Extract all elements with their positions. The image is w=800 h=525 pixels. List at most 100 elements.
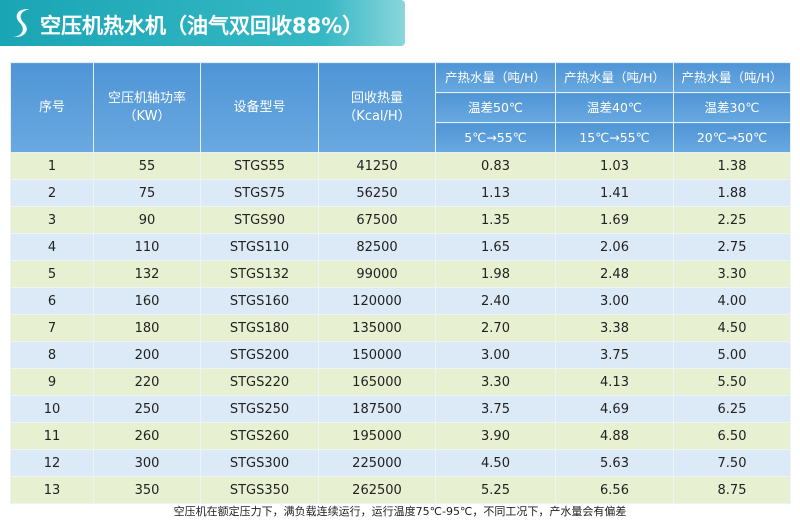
table-cell: 300 <box>93 449 201 477</box>
table-cell: 82500 <box>318 233 436 261</box>
table-cell: 3.30 <box>673 260 791 288</box>
table-cell: 13 <box>10 476 94 504</box>
table-cell: 180 <box>93 314 201 342</box>
header-cell: 设备型号 <box>200 62 319 153</box>
table-cell: 55 <box>93 152 201 180</box>
header-cell: 回收热量 （Kcal/H） <box>318 62 436 153</box>
table-cell: 1.98 <box>435 260 556 288</box>
table-cell: 4.88 <box>555 422 674 450</box>
table-cell: 2.70 <box>435 314 556 342</box>
table-cell: 132 <box>93 260 201 288</box>
table-cell: 4.50 <box>435 449 556 477</box>
table-row: 12 300 STGS300 225000 4.50 5.63 7.50 <box>10 449 791 477</box>
table-cell: 260 <box>93 422 201 450</box>
table-cell: 4 <box>10 233 94 261</box>
table-cell: 200 <box>93 341 201 369</box>
table-cell: 5.25 <box>435 476 556 504</box>
table-cell: 2.25 <box>673 206 791 234</box>
table-cell: STGS55 <box>200 152 319 180</box>
table-cell: 350 <box>93 476 201 504</box>
table-cell: 3.30 <box>435 368 556 396</box>
table-cell: 12 <box>10 449 94 477</box>
header-cell: 温差30℃ <box>673 92 791 123</box>
table-cell: 250 <box>93 395 201 423</box>
table-cell: 2 <box>10 179 94 207</box>
table-cell: 2.06 <box>555 233 674 261</box>
table-cell: 165000 <box>318 368 436 396</box>
title-icon <box>12 9 30 37</box>
table-cell: 1.03 <box>555 152 674 180</box>
table-cell: 195000 <box>318 422 436 450</box>
table-cell: 120000 <box>318 287 436 315</box>
table-cell: 3.90 <box>435 422 556 450</box>
table-row: 13 350 STGS350 262500 5.25 6.56 8.75 <box>10 476 791 504</box>
header-cell: 序号 <box>10 62 94 153</box>
table-cell: 9 <box>10 368 94 396</box>
table-cell: 5.00 <box>673 341 791 369</box>
table-cell: 1.65 <box>435 233 556 261</box>
table-cell: 4.00 <box>673 287 791 315</box>
table-cell: 1.35 <box>435 206 556 234</box>
table-row: 7 180 STGS180 135000 2.70 3.38 4.50 <box>10 314 791 342</box>
table-cell: 0.83 <box>435 152 556 180</box>
table-cell: STGS350 <box>200 476 319 504</box>
table-row: 2 75 STGS75 56250 1.13 1.41 1.88 <box>10 179 791 207</box>
table-cell: STGS75 <box>200 179 319 207</box>
table-row: 6 160 STGS160 120000 2.40 3.00 4.00 <box>10 287 791 315</box>
table-cell: 2.48 <box>555 260 674 288</box>
table-cell: 2.40 <box>435 287 556 315</box>
table-cell: 6.25 <box>673 395 791 423</box>
table-cell: 1 <box>10 152 94 180</box>
table-cell: 7.50 <box>673 449 791 477</box>
header-row: 5℃→55℃ 15℃→55℃ 20℃→50℃ <box>11 122 791 153</box>
table-cell: 1.88 <box>673 179 791 207</box>
table-row: 3 90 STGS90 67500 1.35 1.69 2.25 <box>10 206 791 234</box>
table-cell: STGS90 <box>200 206 319 234</box>
table-cell: 41250 <box>318 152 436 180</box>
header-row: 序号 空压机轴功率 （KW） 设备型号 回收热量 （Kcal/H） 产热水量（吨/H） 产热水… <box>10 62 791 153</box>
header-cell: 空压机轴功率 （KW） <box>93 62 201 153</box>
header-line: 空压机轴功率 <box>107 90 186 106</box>
header-line: （Kcal/H） <box>343 108 411 124</box>
table-cell: 8.75 <box>673 476 791 504</box>
table-cell: 187500 <box>318 395 436 423</box>
footnote: 空压机在额定压力下，满负载连续运行，运行温度75℃-95℃，不同工况下，产水量会… <box>173 505 627 518</box>
table-cell: 3.75 <box>555 341 674 369</box>
header-cell: 温差50℃ <box>435 92 556 123</box>
table-cell: STGS160 <box>200 287 319 315</box>
table-cell: 1.38 <box>673 152 791 180</box>
spec-table: 序号 空压机轴功率 （KW） 设备型号 回收热量 （Kcal/H） 产热水量（吨/H） 产热水… <box>10 62 791 504</box>
table-cell: 6.56 <box>555 476 674 504</box>
table-row: 1 55 STGS55 41250 0.83 1.03 1.38 <box>10 152 791 180</box>
table-cell: STGS220 <box>200 368 319 396</box>
table-cell: 1.13 <box>435 179 556 207</box>
table-cell: 3.00 <box>555 287 674 315</box>
table-cell: 150000 <box>318 341 436 369</box>
table-cell: 220 <box>93 368 201 396</box>
title: 空压机热水机（油气双回收88%） <box>40 14 364 38</box>
header-cell: 产热水量（吨/H） <box>555 62 674 93</box>
table-cell: 90 <box>93 206 201 234</box>
header-cell: 15℃→55℃ <box>555 122 674 153</box>
table-cell: 5.50 <box>673 368 791 396</box>
header-cell: 产热水量（吨/H） <box>673 62 791 93</box>
header-cell: 温差40℃ <box>555 92 674 123</box>
table-cell: 225000 <box>318 449 436 477</box>
table-cell: 7 <box>10 314 94 342</box>
header-line: （KW） <box>123 108 171 124</box>
table-cell: 262500 <box>318 476 436 504</box>
table-cell: 5.63 <box>555 449 674 477</box>
table-row: 11 260 STGS260 195000 3.90 4.88 6.50 <box>10 422 791 450</box>
table-cell: 56250 <box>318 179 436 207</box>
table-cell: STGS200 <box>200 341 319 369</box>
table-cell: 1.69 <box>555 206 674 234</box>
table-cell: STGS250 <box>200 395 319 423</box>
table-cell: STGS132 <box>200 260 319 288</box>
table-cell: 2.75 <box>673 233 791 261</box>
table-row: 4 110 STGS110 82500 1.65 2.06 2.75 <box>10 233 791 261</box>
table-cell: 8 <box>10 341 94 369</box>
table-cell: 3.00 <box>435 341 556 369</box>
table-cell: 6.50 <box>673 422 791 450</box>
table-cell: 4.50 <box>673 314 791 342</box>
